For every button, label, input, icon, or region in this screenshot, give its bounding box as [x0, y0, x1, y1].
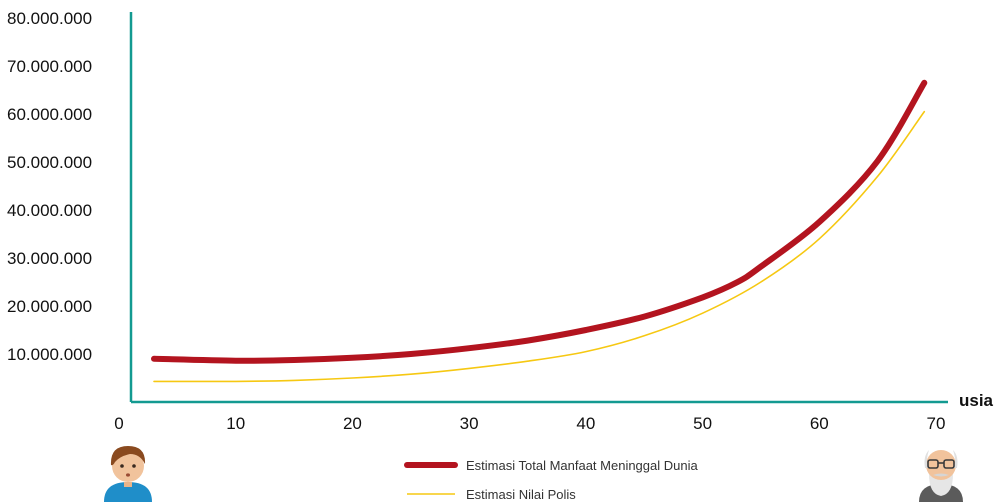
x-tick-label: 20	[343, 414, 362, 433]
y-tick-label: 50.000.000	[7, 153, 92, 172]
x-axis-label: usia	[959, 391, 994, 410]
x-tick-label: 60	[810, 414, 829, 433]
young-person-icon	[104, 446, 152, 502]
elderly-person-left-lens	[927, 459, 939, 469]
elderly-person-mustache	[933, 473, 949, 477]
y-tick-label: 30.000.000	[7, 249, 92, 268]
elderly-person-beard	[929, 474, 953, 496]
young-person-shirt	[104, 482, 152, 502]
young-person-hair	[110, 446, 146, 466]
x-tick-label: 70	[927, 414, 946, 433]
young-person-neck	[124, 482, 132, 487]
y-tick-label: 10.000.000	[7, 345, 92, 364]
young-person-right-eye	[132, 464, 136, 468]
y-tick-label: 60.000.000	[7, 105, 92, 124]
series-layer	[151, 79, 928, 383]
x-tick-label: 50	[693, 414, 712, 433]
elderly-person-icon	[919, 450, 963, 502]
legend-label-policy-value: Estimasi Nilai Polis	[466, 487, 576, 502]
series-line-policy-value	[153, 110, 926, 383]
y-tick-label: 20.000.000	[7, 297, 92, 316]
y-axis-ticks: 10.000.000 20.000.000 30.000.000 40.000.000…	[7, 9, 92, 364]
young-person-left-eye	[120, 464, 124, 468]
y-tick-label: 40.000.000	[7, 201, 92, 220]
young-person-mouth	[126, 473, 130, 477]
x-tick-label: 40	[576, 414, 595, 433]
young-person-face	[112, 450, 144, 482]
legend-label-death-benefit: Estimasi Total Manfaat Meninggal Dunia	[466, 458, 698, 473]
x-tick-label: 0	[114, 414, 123, 433]
x-tick-label: 30	[460, 414, 479, 433]
y-tick-label: 70.000.000	[7, 57, 92, 76]
x-axis-ticks: 0 10 20 30 40 50 60 70	[114, 414, 945, 433]
elderly-person-face	[926, 450, 956, 480]
elderly-person-right-lens	[943, 459, 955, 469]
legend: Estimasi Total Manfaat Meninggal Dunia E…	[404, 458, 698, 502]
x-tick-label: 10	[226, 414, 245, 433]
y-tick-label: 80.000.000	[7, 9, 92, 28]
series-line-death-benefit	[151, 79, 928, 364]
